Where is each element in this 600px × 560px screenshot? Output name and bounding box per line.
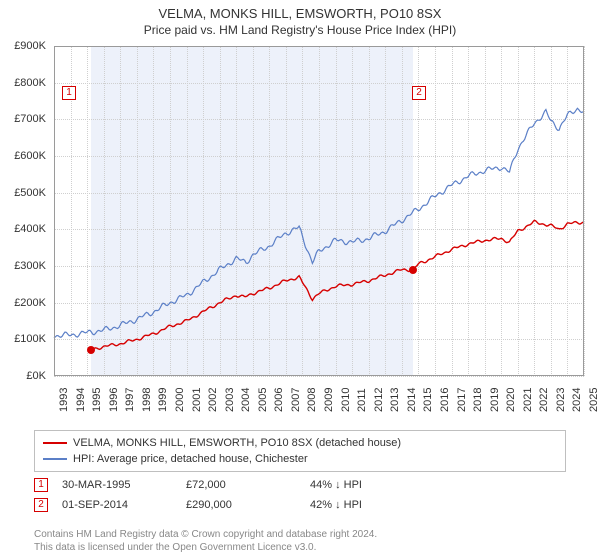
y-tick-label: £400K: [14, 223, 46, 235]
legend-label: HPI: Average price, detached house, Chic…: [73, 453, 308, 465]
x-tick-label: 2016: [439, 388, 451, 412]
transaction-marker: 2: [34, 498, 48, 512]
y-axis-labels: £0K£100K£200K£300K£400K£500K£600K£700K£8…: [0, 46, 50, 376]
x-tick-label: 2019: [489, 388, 501, 412]
series-property: [91, 220, 584, 349]
x-tick-label: 2018: [472, 388, 484, 412]
x-axis-labels: 1993 1994 1995 1996 1997 1998 1999 2000 2001 2002…: [54, 378, 584, 426]
legend: VELMA, MONKS HILL, EMSWORTH, PO10 8SX (d…: [34, 430, 566, 512]
transaction-price: £290,000: [186, 499, 296, 511]
transaction-row: 1 30-MAR-1995 £72,000 44% ↓ HPI: [34, 478, 566, 492]
transaction-price: £72,000: [186, 479, 296, 491]
x-tick-label: 2007: [290, 388, 302, 412]
y-tick-label: £800K: [14, 77, 46, 89]
legend-label: VELMA, MONKS HILL, EMSWORTH, PO10 8SX (d…: [73, 437, 401, 449]
y-tick-label: £100K: [14, 333, 46, 345]
x-tick-label: 1995: [91, 388, 103, 412]
x-tick-label: 2025: [588, 388, 600, 412]
chart-plot: 12: [54, 46, 584, 376]
series-marker-dot: [87, 346, 95, 354]
x-tick-label: 2006: [273, 388, 285, 412]
y-tick-label: £300K: [14, 260, 46, 272]
x-tick-label: 2023: [555, 388, 567, 412]
x-tick-label: 2000: [174, 388, 186, 412]
transaction-rows: 1 30-MAR-1995 £72,000 44% ↓ HPI 2 01-SEP-2014…: [34, 478, 566, 512]
y-tick-label: £600K: [14, 150, 46, 162]
x-tick-label: 2021: [522, 388, 534, 412]
x-tick-label: 2010: [340, 388, 352, 412]
x-tick-label: 2008: [306, 388, 318, 412]
transaction-date: 01-SEP-2014: [62, 499, 172, 511]
transaction-delta: 42% ↓ HPI: [310, 499, 420, 511]
x-tick-label: 1997: [124, 388, 136, 412]
legend-swatch: [43, 458, 67, 460]
x-tick-label: 1993: [58, 388, 70, 412]
legend-box: VELMA, MONKS HILL, EMSWORTH, PO10 8SX (d…: [34, 430, 566, 472]
x-tick-label: 1999: [157, 388, 169, 412]
legend-row: HPI: Average price, detached house, Chic…: [43, 451, 557, 467]
chart-subtitle: Price paid vs. HM Land Registry's House …: [0, 23, 600, 37]
x-tick-label: 2017: [456, 388, 468, 412]
footer: Contains HM Land Registry data © Crown c…: [34, 528, 566, 554]
footer-line: Contains HM Land Registry data © Crown c…: [34, 528, 566, 541]
x-tick-label: 2022: [538, 388, 550, 412]
x-tick-label: 2020: [505, 388, 517, 412]
y-tick-label: £700K: [14, 113, 46, 125]
series-hpi: [54, 108, 584, 338]
x-tick-label: 2012: [373, 388, 385, 412]
x-tick-label: 2013: [389, 388, 401, 412]
y-tick-label: £0K: [26, 370, 46, 382]
x-tick-label: 2004: [240, 388, 252, 412]
x-tick-label: 1994: [75, 388, 87, 412]
legend-swatch: [43, 442, 67, 444]
y-tick-label: £900K: [14, 40, 46, 52]
marker-box: 1: [62, 86, 76, 100]
x-tick-label: 1996: [108, 388, 120, 412]
x-tick-label: 2024: [571, 388, 583, 412]
x-tick-label: 1998: [141, 388, 153, 412]
footer-line: This data is licensed under the Open Gov…: [34, 541, 566, 554]
y-tick-label: £200K: [14, 297, 46, 309]
x-tick-label: 2014: [406, 388, 418, 412]
y-tick-label: £500K: [14, 187, 46, 199]
x-tick-label: 2015: [422, 388, 434, 412]
x-tick-label: 2001: [191, 388, 203, 412]
chart-title: VELMA, MONKS HILL, EMSWORTH, PO10 8SX: [0, 6, 600, 21]
marker-box: 2: [412, 86, 426, 100]
x-tick-label: 2009: [323, 388, 335, 412]
x-tick-label: 2003: [224, 388, 236, 412]
transaction-date: 30-MAR-1995: [62, 479, 172, 491]
line-series: [54, 46, 584, 376]
legend-row: VELMA, MONKS HILL, EMSWORTH, PO10 8SX (d…: [43, 435, 557, 451]
x-tick-label: 2005: [257, 388, 269, 412]
transaction-row: 2 01-SEP-2014 £290,000 42% ↓ HPI: [34, 498, 566, 512]
transaction-marker: 1: [34, 478, 48, 492]
transaction-delta: 44% ↓ HPI: [310, 479, 420, 491]
x-tick-label: 2002: [207, 388, 219, 412]
x-tick-label: 2011: [356, 388, 368, 412]
series-marker-dot: [409, 266, 417, 274]
